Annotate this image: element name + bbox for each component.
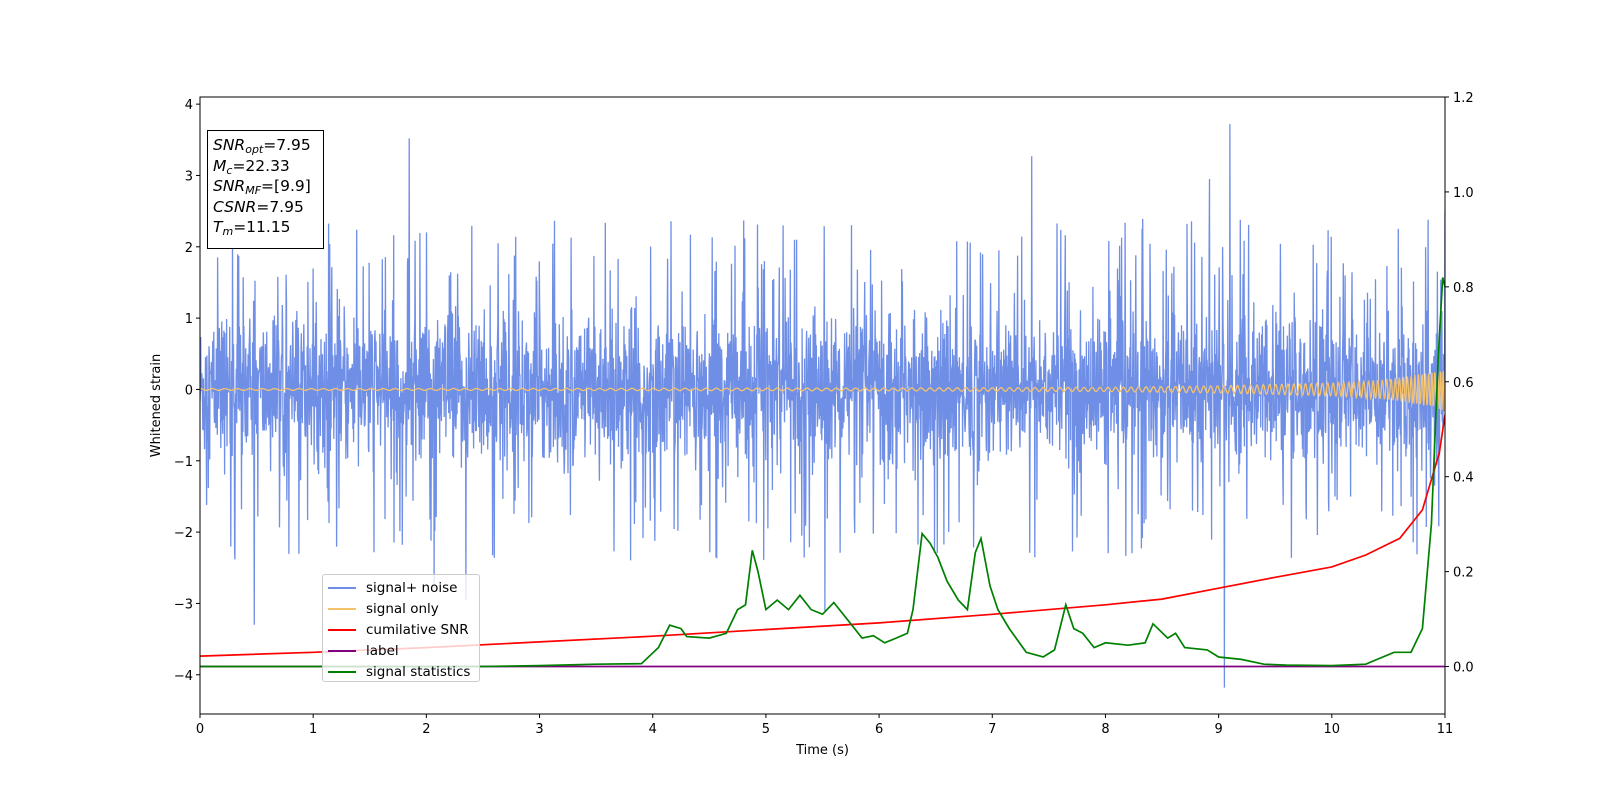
legend-item: signal statistics <box>323 661 479 682</box>
annotation-subscript: m <box>222 225 234 238</box>
stats-annotation-box: SNRopt=7.95 Mc=22.33 SNRMF=[9.9] CSNR=7.95 T… <box>207 130 324 249</box>
y2-tick-label: 1.0 <box>1453 186 1474 201</box>
x-tick-label: 3 <box>535 722 543 737</box>
x-tick-label: 2 <box>422 722 430 737</box>
annotation-value: =7.95 <box>256 197 304 216</box>
annotation-line: SNRopt=7.95 <box>213 135 323 156</box>
x-tick-label: 0 <box>196 722 204 737</box>
annotation-subscript: opt <box>245 143 264 156</box>
y2-tick-label: 0.4 <box>1453 471 1474 486</box>
annotation-subscript: c <box>226 163 233 177</box>
annotation-symbol: M <box>213 156 227 175</box>
annotation-symbol: SNR <box>213 136 246 154</box>
legend-label: signal only <box>366 601 439 618</box>
y-tick-label: 3 <box>185 169 193 184</box>
y-tick-label: 2 <box>185 241 193 256</box>
annotation-symbol: T <box>213 218 223 236</box>
y-tick-label: −2 <box>174 526 193 541</box>
annotation-subscript: MF <box>245 184 262 197</box>
y-axis-right: 1.2 1.0 0.8 0.6 0.4 0.2 0.0 <box>1445 91 1474 676</box>
annotation-value: =22.33 <box>232 156 290 175</box>
annotation-value: =[9.9] <box>261 177 311 195</box>
y-tick-label: 1 <box>185 312 193 327</box>
y2-tick-label: 1.2 <box>1453 91 1474 106</box>
series-signal-noise-line <box>200 124 1445 688</box>
x-tick-label: 4 <box>649 722 657 737</box>
y-axis-left: 4 3 2 1 0 −1 −2 −3 −4 <box>174 98 200 684</box>
y-tick-label: −1 <box>174 455 193 470</box>
legend-item: cumilative SNR <box>323 620 479 641</box>
y-tick-label: −4 <box>174 669 193 684</box>
y-tick-label: 0 <box>185 383 193 398</box>
annotation-line: SNRMF=[9.9] <box>213 176 323 197</box>
y2-tick-label: 0.2 <box>1453 566 1474 581</box>
series-cumulative-snr-line <box>200 414 1445 657</box>
y2-tick-label: 0.8 <box>1453 281 1474 296</box>
legend-swatch <box>328 649 356 652</box>
annotation-symbol: CSNR <box>213 197 257 216</box>
annotation-line: Mc=22.33 <box>213 156 323 177</box>
legend-label: signal+ noise <box>366 580 458 597</box>
legend-label: signal statistics <box>366 663 471 680</box>
y-tick-label: −3 <box>174 597 193 612</box>
legend-item: label <box>323 640 479 661</box>
legend-swatch <box>328 587 356 590</box>
y2-tick-label: 0.6 <box>1453 376 1474 391</box>
annotation-value: =7.95 <box>263 136 311 154</box>
annotation-value: =11.15 <box>233 218 291 236</box>
x-tick-label: 9 <box>1214 722 1222 737</box>
y2-tick-label: 0.0 <box>1453 661 1474 676</box>
annotation-line: Tm=11.15 <box>213 217 323 238</box>
y-tick-label: 4 <box>185 98 193 113</box>
series-signal-statistics-line <box>200 277 1445 668</box>
series-signal-only-line <box>200 369 1445 411</box>
annotation-line: CSNR=7.95 <box>213 197 323 218</box>
x-tick-label: 1 <box>309 722 317 737</box>
annotation-symbol: SNR <box>213 177 246 195</box>
x-axis: 0 1 2 3 4 5 6 7 8 9 10 11 <box>196 714 1453 737</box>
x-tick-label: 6 <box>875 722 883 737</box>
legend-label: label <box>366 642 399 659</box>
legend-swatch <box>328 628 356 631</box>
x-tick-label: 7 <box>988 722 996 737</box>
plot-frame <box>199 96 1446 715</box>
legend-swatch <box>328 608 356 611</box>
y-axis-label: Whitened strain <box>149 354 164 457</box>
legend-label: cumilative SNR <box>366 621 469 638</box>
x-axis-label: Time (s) <box>795 743 849 758</box>
legend-swatch <box>328 670 356 673</box>
legend: signal+ noise signal only cumilative SNR la… <box>322 574 480 682</box>
legend-item: signal+ noise <box>323 578 479 599</box>
x-tick-label: 11 <box>1437 722 1454 737</box>
legend-item: signal only <box>323 599 479 620</box>
x-tick-label: 5 <box>762 722 770 737</box>
x-tick-label: 8 <box>1101 722 1109 737</box>
x-tick-label: 10 <box>1324 722 1341 737</box>
